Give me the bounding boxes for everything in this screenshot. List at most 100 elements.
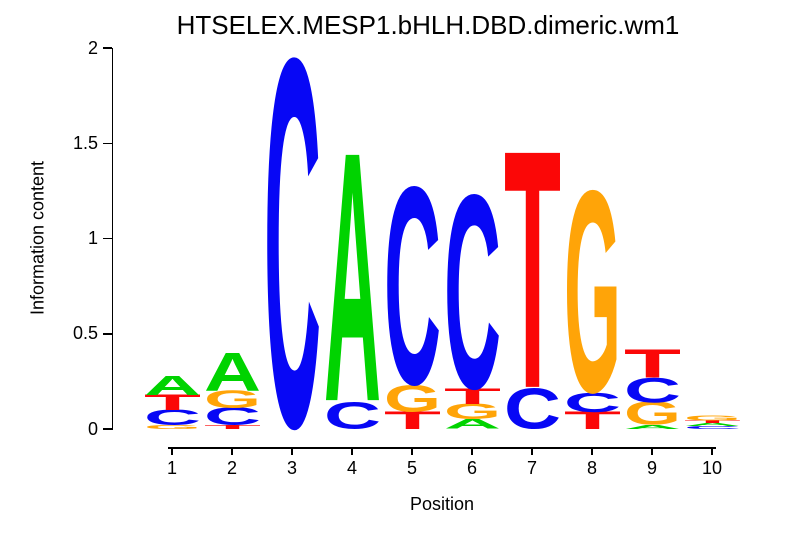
logo-letter-pos2-T: T xyxy=(204,424,261,430)
y-tick-label-1.5: 1.5 xyxy=(72,132,98,153)
logo-letter-pos1-A: A xyxy=(144,370,201,400)
svg-text:T: T xyxy=(564,406,621,434)
logo-letter-pos8-G: G xyxy=(564,130,621,452)
svg-text:C: C xyxy=(684,425,741,430)
svg-text:C: C xyxy=(624,371,681,410)
x-tick-label-6: 6 xyxy=(466,458,478,478)
svg-text:C: C xyxy=(504,377,561,441)
svg-text:G: G xyxy=(444,400,501,424)
svg-text:G: G xyxy=(624,395,681,432)
svg-text:G: G xyxy=(144,424,201,430)
x-tick-label-2: 2 xyxy=(226,458,238,478)
svg-text:T: T xyxy=(144,390,201,414)
logo-letter-pos3-C: C xyxy=(264,0,321,537)
svg-text:A: A xyxy=(624,424,681,430)
svg-text:A: A xyxy=(324,77,381,475)
logo-letter-pos9-C: C xyxy=(624,371,681,410)
svg-text:T: T xyxy=(624,340,681,386)
logo-letter-pos5-T: T xyxy=(384,406,441,434)
logo-letter-pos8-C: C xyxy=(564,387,621,417)
x-tick-label-10: 10 xyxy=(701,458,723,478)
y-tick-label-2: 2 xyxy=(87,37,98,58)
logo-letter-pos5-G: G xyxy=(384,377,441,420)
svg-text:C: C xyxy=(444,138,501,447)
logo-letter-pos9-G: G xyxy=(624,395,681,432)
svg-text:T: T xyxy=(384,406,441,434)
x-tick-10 xyxy=(711,448,713,455)
logo-letter-pos4-A: A xyxy=(324,77,381,475)
logo-letter-pos10-A: A xyxy=(684,422,741,427)
x-tick-7 xyxy=(531,448,533,455)
svg-text:C: C xyxy=(384,129,441,444)
logo-letter-pos2-G: G xyxy=(204,385,261,413)
x-tick-label-1: 1 xyxy=(166,458,178,478)
x-axis-label: Position xyxy=(409,494,475,514)
y-tick-label-1: 1 xyxy=(87,228,98,248)
y-tick-1.5 xyxy=(103,142,112,144)
chart-title: HTSELEX.MESP1.bHLH.DBD.dimeric.wm1 xyxy=(176,10,680,40)
svg-text:A: A xyxy=(444,417,501,432)
logo-letter-pos9-T: T xyxy=(624,340,681,386)
logo-letter-pos9-A: A xyxy=(624,424,681,430)
svg-text:A: A xyxy=(684,422,741,427)
y-tick-label-0: 0 xyxy=(87,418,98,439)
y-axis-line xyxy=(111,48,113,430)
logo-letter-pos4-C: C xyxy=(324,394,381,437)
logo-letter-pos10-T: T xyxy=(684,420,741,425)
svg-text:A: A xyxy=(204,341,261,402)
logo-letter-pos1-G: G xyxy=(144,424,201,430)
svg-text:T: T xyxy=(204,424,261,430)
svg-text:C: C xyxy=(204,403,261,431)
logo-letter-pos2-A: A xyxy=(204,341,261,402)
logo-letter-pos7-C: C xyxy=(504,377,561,441)
x-tick-label-9: 9 xyxy=(646,458,658,478)
svg-text:T: T xyxy=(684,420,741,425)
x-tick-label-7: 7 xyxy=(526,458,538,478)
x-tick-2 xyxy=(231,448,233,455)
logo-letter-pos1-T: T xyxy=(144,390,201,414)
x-tick-label-4: 4 xyxy=(346,458,358,478)
logo-letter-pos6-A: A xyxy=(444,417,501,432)
logo-column-3: C xyxy=(264,0,321,537)
svg-text:A: A xyxy=(144,370,201,400)
svg-text:G: G xyxy=(684,414,741,422)
svg-text:C: C xyxy=(564,387,621,417)
svg-text:C: C xyxy=(144,405,201,429)
logo-letter-pos1-C: C xyxy=(144,405,201,429)
svg-text:C: C xyxy=(324,394,381,437)
svg-text:G: G xyxy=(384,377,441,420)
y-tick-2 xyxy=(103,47,112,49)
y-tick-label-0.5: 0.5 xyxy=(72,323,98,344)
x-tick-label-8: 8 xyxy=(586,458,598,478)
x-tick-5 xyxy=(411,448,413,455)
svg-text:C: C xyxy=(264,0,321,537)
x-tick-4 xyxy=(351,448,353,455)
logo-letter-pos8-T: T xyxy=(564,406,621,434)
x-tick-3 xyxy=(291,448,293,455)
logo-letter-pos6-T: T xyxy=(444,384,501,408)
y-axis-label: Information content xyxy=(27,160,48,316)
y-tick-1 xyxy=(103,237,112,240)
svg-text:G: G xyxy=(204,385,261,413)
x-tick-6 xyxy=(471,448,473,455)
x-tick-1 xyxy=(171,448,173,455)
x-tick-8 xyxy=(591,448,593,455)
logo-letter-pos6-C: C xyxy=(444,138,501,447)
svg-text:T: T xyxy=(444,384,501,408)
logo-letter-pos7-T: T xyxy=(504,80,561,459)
logo-letter-pos6-G: G xyxy=(444,400,501,424)
y-tick-0.5 xyxy=(103,333,112,335)
x-tick-9 xyxy=(651,448,653,455)
logo-letter-pos2-C: C xyxy=(204,403,261,431)
logo-letter-pos5-C: C xyxy=(384,129,441,444)
x-tick-label-3: 3 xyxy=(286,458,298,478)
